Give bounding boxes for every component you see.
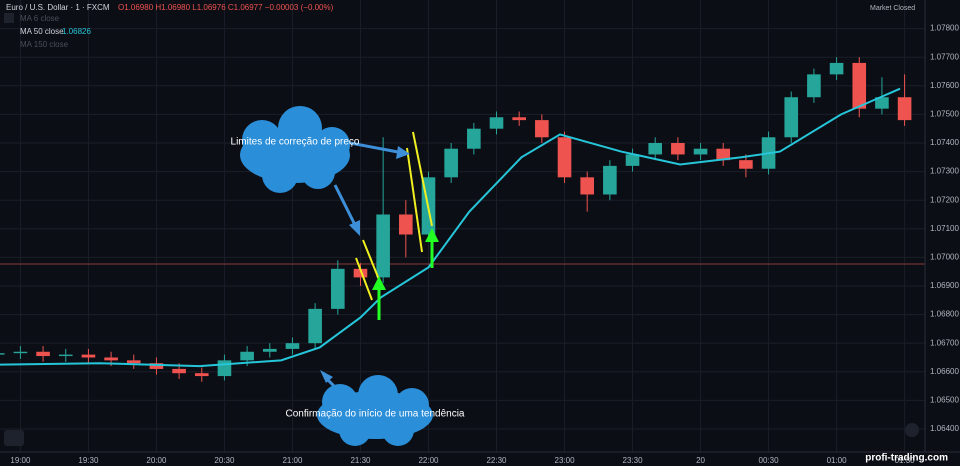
candle-body [262, 348, 277, 352]
cloud [317, 375, 433, 446]
candle-body [875, 97, 889, 109]
y-tick-label: 1.06900 [930, 281, 959, 290]
x-tick-label: 19:00 [10, 456, 31, 465]
candle-body [0, 353, 5, 355]
candle-body [807, 74, 821, 98]
candle-body [308, 308, 322, 344]
candle-body [693, 148, 708, 155]
x-tick-label: 20 [696, 456, 705, 465]
x-tick-label: 19:30 [78, 456, 99, 465]
indicator[interactable]: MA 50 close [20, 27, 64, 36]
y-tick-label: 1.07100 [930, 224, 959, 233]
candle-body [81, 354, 96, 358]
y-tick-label: 1.07800 [930, 24, 959, 33]
candle-body [285, 343, 300, 349]
indicator-value: 1.06826 [62, 27, 91, 36]
annotation-lines [320, 131, 439, 394]
candle-body [784, 97, 799, 138]
candle-body [376, 214, 390, 278]
candle-body [58, 354, 73, 357]
candle-body [399, 214, 413, 235]
ohlc: O1.06980 H1.06980 L1.06976 C1.06977 −0.0… [118, 3, 334, 12]
x-tick-label: 01:30 [895, 456, 916, 465]
candle-body [739, 160, 753, 169]
x-tick-label: 23:00 [555, 456, 576, 465]
candle-body [172, 368, 186, 374]
y-tick-label: 1.06800 [930, 310, 959, 319]
x-tick-label: 01:00 [827, 456, 848, 465]
y-tick-label: 1.07400 [930, 138, 959, 147]
moving-average [0, 87, 901, 368]
indicator[interactable]: MA 150 close [20, 40, 69, 49]
y-tick-label: 1.06500 [930, 395, 959, 404]
x-tick-label: 22:30 [486, 456, 507, 465]
y-tick-label: 1.07000 [930, 252, 959, 261]
y-tick-label: 1.06600 [930, 367, 959, 376]
candle-body [557, 137, 572, 178]
candle-body [126, 360, 141, 364]
candle-body [353, 268, 368, 278]
y-tick-label: 1.07600 [930, 81, 959, 90]
candle-body [580, 177, 594, 195]
candle-body [625, 154, 640, 166]
watermark: profi-trading.com [865, 453, 948, 464]
collapse-button[interactable] [4, 13, 14, 23]
candle-body [36, 351, 50, 357]
candle-body [444, 148, 458, 178]
candle-body [331, 268, 345, 309]
candle-body [149, 363, 164, 369]
candle-body [13, 351, 28, 354]
scroll-button[interactable] [905, 423, 919, 437]
candle-body [671, 142, 685, 155]
x-tick-label: 22:00 [418, 456, 439, 465]
annotation-text: Confirmação do início de uma tendência [286, 409, 465, 420]
symbol: Euro / U.S. Dollar · 1 · FXCM [6, 3, 110, 12]
candle-body [535, 120, 549, 138]
candle-body [194, 373, 209, 377]
x-tick-label: 20:30 [214, 456, 235, 465]
x-tick-label: 21:30 [350, 456, 371, 465]
candle-body [489, 117, 504, 129]
x-tick-label: 00:30 [759, 456, 780, 465]
candle-body [512, 117, 526, 121]
candle-body [648, 142, 663, 155]
x-tick-label: 23:30 [623, 456, 644, 465]
y-tick-label: 1.06400 [930, 424, 959, 433]
candle-body [852, 62, 867, 109]
y-tick-label: 1.07500 [930, 110, 959, 119]
cloud [240, 106, 350, 193]
market-status: Market Closed [870, 5, 915, 12]
y-tick-label: 1.07200 [930, 195, 959, 204]
x-tick-label: 20:00 [146, 456, 167, 465]
y-tick-label: 1.07700 [930, 52, 959, 61]
candle-body [104, 357, 118, 361]
y-tick-label: 1.07300 [930, 167, 959, 176]
annotation-text: Limites de correção de preço [231, 137, 360, 148]
candle-body [829, 62, 844, 75]
candle-body [897, 97, 912, 121]
logo-button[interactable] [4, 430, 24, 446]
indicator[interactable]: MA 6 close [20, 14, 60, 23]
candle-body [217, 360, 232, 377]
candle-body [716, 148, 731, 161]
candle-body [603, 165, 617, 195]
candle-body [240, 351, 254, 361]
candle-body [467, 128, 481, 149]
y-tick-label: 1.06700 [930, 338, 959, 347]
x-tick-label: 21:00 [282, 456, 303, 465]
